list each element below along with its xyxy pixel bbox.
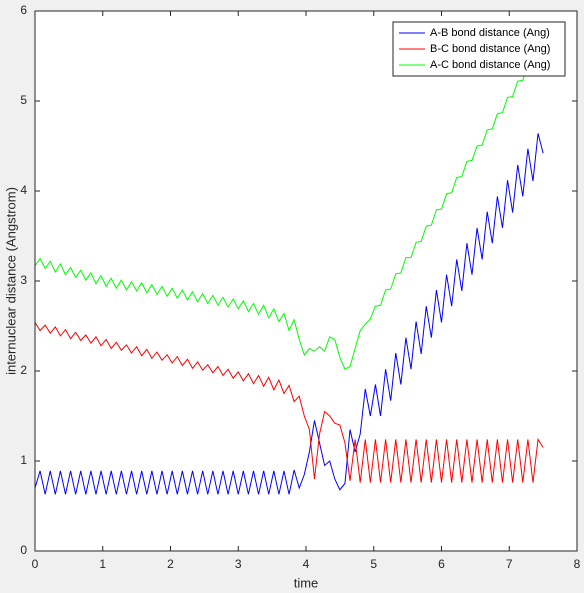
- y-tick-label: 0: [20, 543, 27, 557]
- data-line: [35, 44, 544, 370]
- x-tick-label: 3: [235, 557, 242, 571]
- legend-label: A-C bond distance (Ang): [430, 59, 550, 71]
- legend-label: A-B bond distance (Ang): [430, 27, 550, 39]
- y-axis-label: internuclear distance (Angstrom): [3, 187, 18, 375]
- y-tick-label: 5: [20, 93, 27, 107]
- y-tick-label: 4: [20, 183, 27, 197]
- x-tick-label: 0: [32, 557, 39, 571]
- x-tick-label: 4: [303, 557, 310, 571]
- x-tick-label: 8: [574, 557, 581, 571]
- x-tick-label: 1: [99, 557, 106, 571]
- legend-label: B-C bond distance (Ang): [430, 43, 550, 55]
- y-tick-label: 3: [20, 273, 27, 287]
- axes-box: [34, 10, 578, 552]
- x-tick-label: 6: [438, 557, 445, 571]
- data-line: [35, 322, 544, 483]
- x-tick-label: 2: [167, 557, 174, 571]
- x-tick-label: 5: [370, 557, 377, 571]
- x-tick-label: 7: [506, 557, 513, 571]
- y-tick-label: 2: [20, 363, 27, 377]
- y-tick-label: 1: [20, 453, 27, 467]
- y-tick-label: 6: [20, 3, 27, 17]
- data-line: [35, 133, 544, 495]
- x-axis-label: time: [294, 575, 319, 590]
- plot-area: [35, 11, 577, 551]
